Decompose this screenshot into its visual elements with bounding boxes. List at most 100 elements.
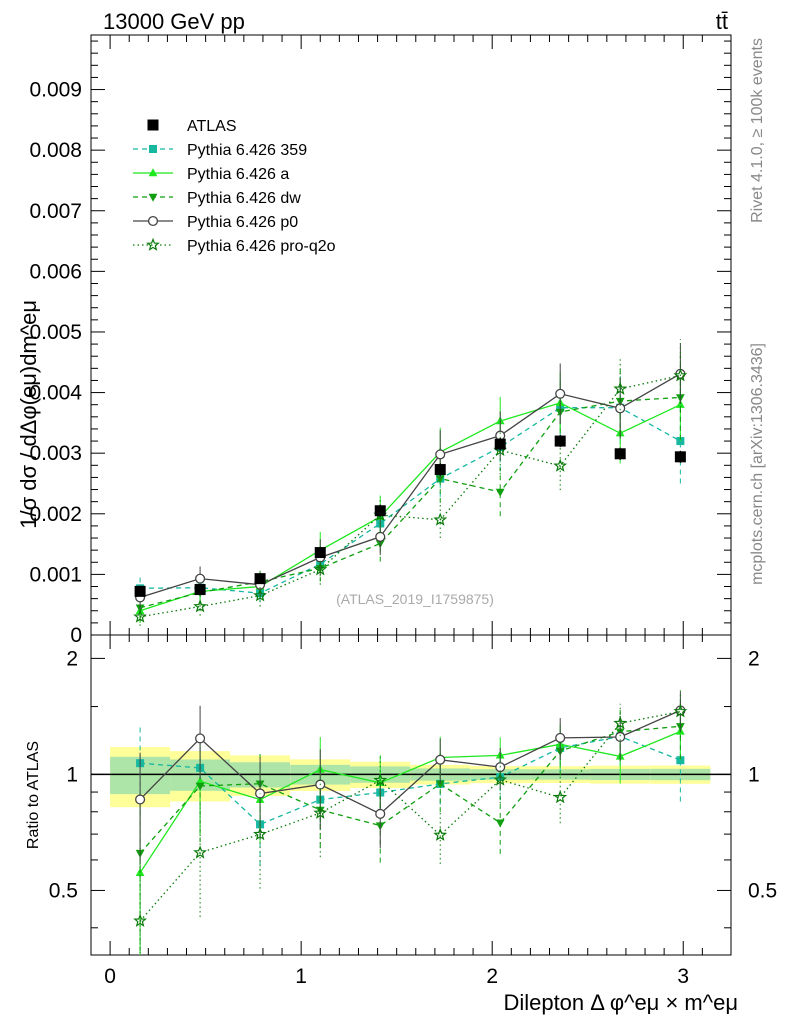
ratio-tick-label: 0.5 [49,879,78,902]
data-point [674,451,686,463]
mcplots-label: mcplots.cern.ch [arXiv:1306.3436] [749,343,766,585]
ratio-line-pq2o [139,710,681,922]
y-tick-label: 0.003 [29,442,82,465]
data-point [554,435,566,447]
ratio-point-pp0 [135,794,146,805]
ratio-point-pp0 [555,732,566,743]
process-label: tt̄ [716,9,728,34]
ratio-panel-frame [90,634,732,956]
legend: ATLAS Pythia 6.426 359 Pythia 6.426 a Pythi… [133,118,336,255]
ratio-point-pq2o [553,790,568,804]
series-line-pdw [139,396,681,609]
ratio-point-pq2o [373,772,388,787]
data-point [194,584,206,596]
ratio-point-pp0 [435,754,446,765]
series-line-pp0 [139,373,681,599]
ratio-line-pp0 [139,709,681,815]
y-tick-label: 0.009 [29,79,82,102]
legend-marker-pdw [148,193,158,202]
data-point [314,547,326,559]
series-line-pq2o [139,374,681,618]
point-pq2o [253,588,268,602]
ratio-line-p359 [140,735,681,826]
ratio-point-pq2o [193,845,207,859]
ratio-point-pq2o [493,772,508,786]
ratio-point-pq2o [253,827,267,841]
ratio-point-pq2o [133,913,147,927]
data-point [254,573,266,585]
legend-label-pdw: Pythia 6.426 dw [187,190,301,207]
legend-label-atlas: ATLAS [187,118,237,135]
y-axis-title: 1/σ dσ / dΔφ(eμ)dm^eμ [16,300,41,529]
data-point [134,585,146,597]
series-line-p359 [140,407,681,594]
series-line-pa [139,402,681,612]
y-tick-label: 0.002 [29,503,82,526]
ratio-point-pa [195,776,205,785]
ratio-point-pp0 [615,731,626,743]
data-point [434,464,446,476]
ratio-point-pp0 [195,733,206,744]
point-pq2o [433,512,448,526]
x-tick-label: 3 [677,965,689,988]
ratio-axis-title: Ratio to ATLAS [25,741,42,849]
main-series-layer [133,339,688,626]
point-pp0 [555,388,566,399]
ratio-point-pp0 [375,808,386,819]
x-tick-label: 0 [104,965,116,988]
point-pq2o [313,562,328,576]
legend-marker-pq2o [146,237,160,251]
axes: 0 1 2 3 0 0.001 0.002 0.003 0.004 0.005 0.006 0.007… [29,35,777,988]
legend-marker-p359 [149,145,157,153]
point-pq2o [553,458,568,472]
legend-label-pq2o: Pythia 6.426 pro-q2o [187,238,336,255]
ratio-tick-label-right: 0.5 [748,879,777,902]
data-point [374,505,386,517]
point-pp0 [195,573,206,584]
ratio-band [91,747,731,808]
y-tick-label: 0.004 [29,382,82,405]
x-tick-label: 1 [295,965,307,988]
ratio-point-pp0 [255,788,266,799]
point-pdw [435,475,445,484]
legend-label-p359: Pythia 6.426 359 [187,142,307,159]
data-point [614,448,626,460]
point-pq2o [133,609,147,623]
data-point [494,438,506,450]
x-tick-label: 2 [486,965,498,988]
ratio-line-pa [139,730,681,874]
point-pp0 [615,403,626,414]
ratio-tick-label: 1 [66,763,78,786]
analysis-watermark: (ATLAS_2019_I1759875) [336,591,494,607]
rivet-version-label: Rivet 4.1.0, ≥ 100k events [749,38,766,223]
ratio-tick-label-right: 1 [748,763,760,786]
legend-marker-pp0 [147,215,159,227]
legend-marker-pa [148,168,158,177]
legend-marker-atlas [147,119,159,131]
legend-label-pa: Pythia 6.426 a [187,166,289,183]
ratio-tick-label: 2 [66,647,78,670]
ratio-line-pdw [139,725,681,854]
ratio-point-pdw [435,780,445,789]
legend-label-pp0: Pythia 6.426 p0 [187,214,298,231]
ratio-point-pq2o [613,715,628,730]
y-tick-label: 0.007 [29,200,82,223]
point-pq2o [613,381,628,395]
x-axis-title: Dilepton Δ φ^eμ × m^eμ [503,990,738,1015]
y-tick-label: 0.001 [29,563,82,586]
point-pq2o [673,368,688,382]
ratio-tick-label-right: 2 [748,647,760,670]
y-tick-label: 0.006 [29,260,82,283]
y-tick-label: 0.008 [29,139,82,162]
energy-label: 13000 GeV pp [103,9,245,34]
ratio-point-pdw [495,819,505,828]
ratio-point-pdw [195,782,205,791]
y-tick-label: 0.005 [29,321,82,344]
ratio-point-pq2o [673,704,688,718]
point-pp0 [375,531,386,542]
ratio-point-pq2o [313,805,328,819]
point-pdw [495,488,505,497]
ratio-series-layer [133,689,688,955]
y-tick-label: 0 [70,624,82,647]
point-pp0 [435,449,446,460]
